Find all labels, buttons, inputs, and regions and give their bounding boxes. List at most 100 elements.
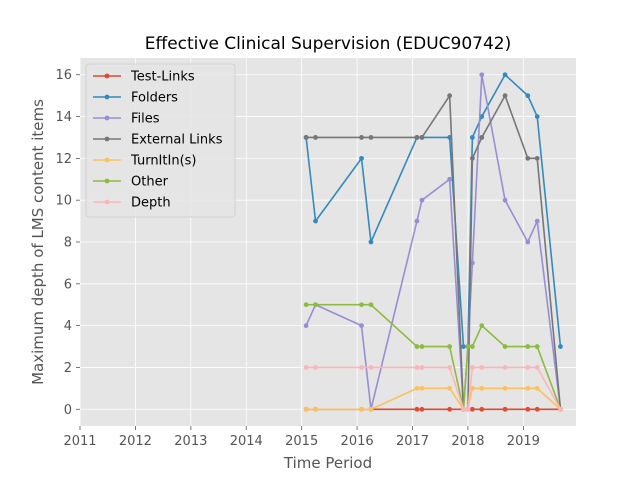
data-point-other [502,344,508,349]
y-axis-label: Maximum depth of LMS content items [29,99,47,385]
data-point-depth [465,406,471,412]
legend-marker [104,199,110,205]
x-tick-label: 2011 [63,434,96,449]
legend-marker [104,73,110,79]
data-point-other [469,344,475,349]
data-point-turnitin-s [313,406,318,412]
legend-label: TurnItIn(s) [130,154,196,169]
legend-item-folders: Folders [93,91,178,106]
data-point-depth [469,365,475,370]
data-point-depth [419,365,425,370]
data-point-depth [303,365,309,370]
y-tick-label: 10 [55,194,72,209]
legend-item-other: Other [93,175,169,190]
x-tick-label: 2016 [341,434,374,449]
y-tick-label: 8 [64,236,72,251]
data-point-test-links [525,406,531,412]
data-point-turnitin-s [447,385,453,391]
legend-label: External Links [131,133,223,148]
data-point-files [525,239,531,245]
legend-label: Other [131,175,169,190]
data-point-test-links [419,406,425,412]
data-point-files [534,218,540,224]
x-axis-label: Time Period [283,454,372,472]
data-point-files [414,218,420,224]
legend-item-test-links: Test-Links [93,70,195,85]
data-point-turnitin-s [359,406,364,412]
data-point-files [479,72,485,78]
data-point-files [303,323,309,329]
data-point-depth [461,406,466,412]
data-point-external-links [359,135,364,140]
legend-label: Files [131,112,160,127]
data-point-folders [461,344,466,349]
data-point-folders [479,114,485,119]
data-point-turnitin-s [525,385,531,391]
x-tick-label: 2013 [174,434,207,449]
data-point-external-links [313,135,318,140]
data-point-depth [313,365,318,370]
data-point-files [447,176,453,182]
data-point-depth [414,365,420,370]
data-point-external-links [534,155,540,161]
y-tick-label: 14 [55,110,72,125]
data-point-test-links [469,406,475,412]
legend-item-turnitin-s: TurnItIn(s) [93,154,196,169]
data-point-other [359,302,364,308]
data-point-external-links [368,135,374,140]
data-point-files [359,323,364,329]
data-point-folders [534,114,540,119]
ticks: 2011 2012 2013 2014 2015 2016 2017 2018 2019 0 2 4 6… [55,68,539,449]
data-point-folders [558,344,563,349]
data-point-other [525,344,531,349]
data-point-folders [525,93,531,99]
legend-item-depth: Depth [93,196,171,211]
data-point-test-links [534,406,540,412]
data-point-turnitin-s [419,385,425,391]
y-tick-label: 2 [64,361,72,376]
data-point-depth [502,365,508,370]
y-tick-label: 4 [64,319,72,334]
data-point-external-links [525,155,531,161]
legend-marker [104,136,110,142]
data-point-turnitin-s [414,385,420,391]
data-point-test-links [414,406,420,412]
data-point-turnitin-s [534,385,540,391]
data-point-depth [368,365,374,370]
data-point-turnitin-s [479,385,485,391]
data-point-turnitin-s [469,385,475,391]
data-point-folders [502,72,508,78]
x-tick-label: 2012 [119,434,152,449]
data-point-external-links [447,93,453,99]
series-layer [303,72,563,412]
data-point-external-links [479,135,485,140]
data-point-turnitin-s [502,385,508,391]
legend-box [85,63,236,218]
data-point-other [447,344,453,349]
legend-item-files: Files [93,112,160,127]
data-point-test-links [447,406,453,412]
legend: Test-Links Folders Files External Links Turn… [85,63,236,218]
data-point-folders [469,135,475,140]
x-tick-label: 2019 [507,434,540,449]
data-point-external-links [303,135,309,140]
data-point-other [419,344,425,349]
data-point-other [303,302,309,308]
data-point-other [414,344,420,349]
data-point-depth [447,365,453,370]
x-tick-label: 2014 [230,434,263,449]
data-point-depth [534,365,540,370]
y-tick-label: 16 [55,68,72,83]
legend-marker [104,115,110,121]
x-tick-label: 2017 [396,434,429,449]
data-point-files [419,197,425,203]
legend-label: Folders [131,91,178,106]
x-tick-label: 2015 [285,434,318,449]
data-point-depth [359,365,364,370]
data-point-turnitin-s [303,406,309,412]
y-tick-label: 6 [64,277,72,292]
data-point-files [502,197,508,203]
data-point-test-links [502,406,508,412]
legend-label: Test-Links [130,70,195,85]
